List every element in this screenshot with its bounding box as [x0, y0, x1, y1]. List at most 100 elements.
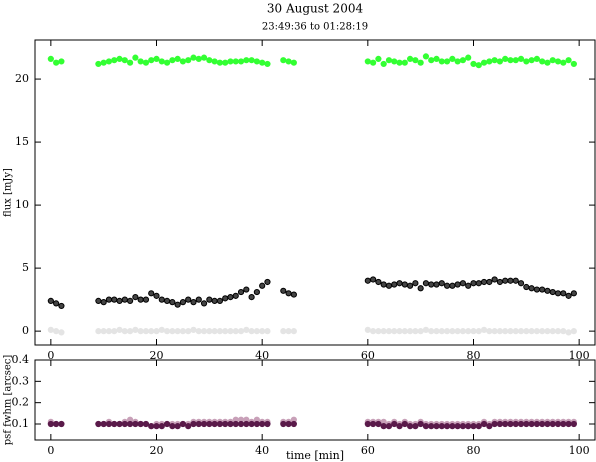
data-point [248, 294, 255, 301]
data-point [470, 60, 477, 68]
data-point [465, 282, 472, 289]
data-point [370, 276, 377, 283]
data-point [560, 290, 567, 297]
data-point [248, 420, 255, 428]
data-point [533, 286, 540, 293]
data-point [491, 328, 498, 335]
data-point [364, 420, 371, 428]
y-tick-label: 20 [15, 72, 29, 85]
data-point [174, 423, 181, 430]
data-point [285, 420, 292, 428]
data-point [528, 57, 535, 64]
data-point [517, 328, 525, 335]
data-point [126, 420, 134, 428]
data-point [396, 59, 403, 66]
data-point [58, 420, 65, 428]
data-point [454, 423, 461, 430]
data-point [53, 59, 60, 66]
x-tick-label: 40 [255, 444, 269, 457]
data-point [523, 328, 530, 335]
data-point [502, 328, 509, 335]
data-point [200, 300, 208, 307]
data-point [243, 420, 250, 428]
data-point [100, 299, 107, 306]
data-point [290, 420, 297, 428]
x-tick-label: 60 [361, 444, 375, 457]
data-point [528, 420, 535, 428]
data-point [565, 420, 572, 428]
data-point [496, 328, 504, 335]
data-point [502, 420, 509, 428]
data-point [137, 296, 144, 303]
data-point [47, 326, 54, 333]
data-point [412, 328, 419, 335]
data-point [364, 326, 371, 333]
data-point [438, 280, 445, 287]
data-point [554, 420, 562, 428]
data-point [216, 420, 224, 428]
data-point [211, 58, 218, 65]
data-point [185, 423, 192, 430]
y-tick-label: 5 [22, 261, 29, 274]
data-point [142, 328, 150, 335]
data-point [375, 420, 382, 428]
data-point [206, 420, 213, 428]
data-point [459, 280, 467, 287]
data-point [385, 423, 393, 430]
data-point [486, 328, 493, 335]
data-point [380, 328, 387, 335]
data-point [449, 282, 456, 289]
data-point [232, 328, 239, 335]
data-point [116, 55, 123, 63]
data-point [253, 328, 260, 335]
data-point [237, 328, 245, 335]
data-point [163, 420, 171, 428]
data-point [216, 297, 224, 304]
data-point [126, 297, 134, 304]
x-tick-label: 80 [466, 349, 480, 362]
plot-frame [34, 359, 596, 441]
data-point [195, 328, 202, 335]
data-point [507, 420, 514, 428]
data-point [459, 423, 467, 430]
data-point [105, 296, 113, 303]
data-point [428, 423, 435, 430]
data-point [243, 57, 250, 64]
data-point [174, 55, 181, 63]
data-point [227, 58, 234, 65]
data-point [560, 420, 567, 428]
data-point [105, 328, 113, 335]
data-point [491, 276, 498, 283]
data-point [47, 420, 54, 428]
data-point [179, 58, 187, 65]
data-point [121, 328, 128, 335]
chart-title: 30 August 2004 [267, 2, 364, 16]
data-point [163, 59, 171, 66]
data-point [507, 328, 514, 335]
data-point [370, 59, 377, 66]
data-point [565, 57, 572, 64]
data-point [121, 296, 128, 303]
data-point [380, 281, 387, 288]
data-point [391, 420, 398, 428]
x-tick-label: 60 [361, 349, 375, 362]
y-tick-label: 0.4 [12, 353, 30, 366]
data-point [428, 328, 435, 335]
data-point [111, 328, 118, 335]
data-point [570, 60, 577, 68]
data-point [417, 59, 424, 66]
data-point [58, 302, 65, 310]
data-point [259, 328, 266, 335]
data-point [480, 326, 488, 333]
data-point [259, 59, 266, 66]
data-point [264, 328, 271, 335]
data-point [53, 300, 60, 307]
data-point [200, 420, 208, 428]
data-point [512, 328, 519, 335]
data-point [454, 58, 461, 65]
data-point [401, 328, 408, 335]
data-point [523, 283, 530, 291]
data-point [364, 277, 371, 284]
y-tick-label: 0 [22, 324, 29, 337]
data-point [465, 423, 472, 430]
